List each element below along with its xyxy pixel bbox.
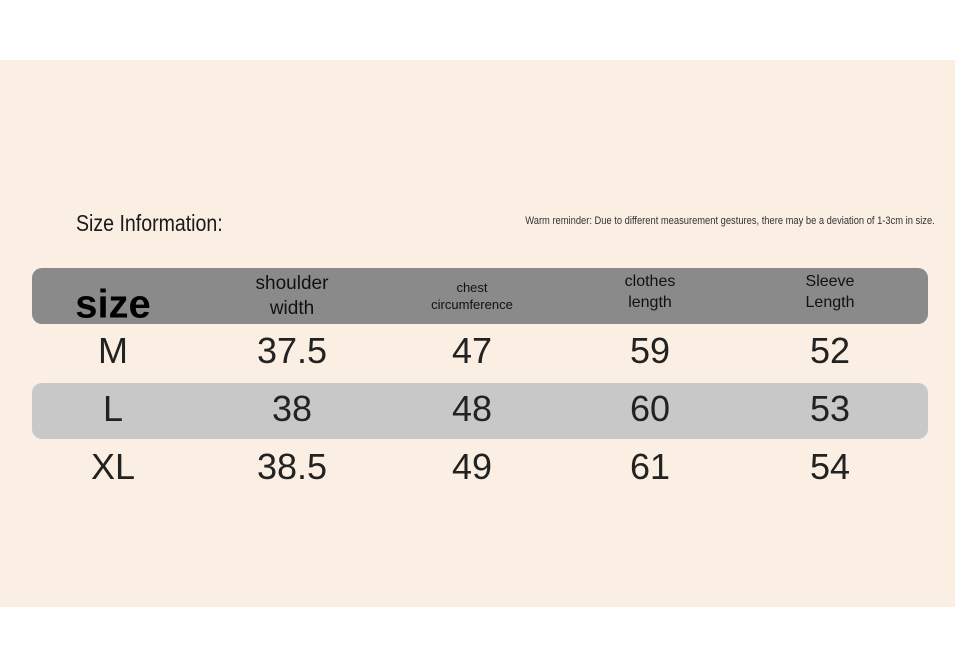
table-cell: 37.5 [256, 330, 328, 371]
table-cell: 49 [451, 446, 493, 487]
table-cell: 52 [809, 330, 851, 371]
table-cell: L [102, 388, 124, 429]
title: Size Information: [76, 210, 223, 236]
column-header: chest circumference [431, 280, 513, 312]
table-cell: 38.5 [256, 446, 328, 487]
table-cell: 48 [451, 388, 493, 429]
background [0, 60, 955, 607]
table-cell: 54 [809, 446, 851, 487]
table-cell: 53 [809, 388, 851, 429]
table-cell: M [98, 330, 128, 371]
row-band [32, 383, 928, 439]
table-cell: 59 [629, 330, 671, 371]
table-cell: XL [90, 446, 136, 487]
table-cell: 38 [271, 388, 313, 429]
reminder: Warm reminder: Due to different measurem… [525, 215, 935, 227]
column-header: Sleeve Length [805, 273, 855, 311]
column-header: clothes length [624, 273, 676, 311]
table-cell: 61 [629, 446, 671, 487]
table-cell: 47 [451, 330, 493, 371]
column-header: shoulder width [255, 273, 329, 319]
header-band [32, 268, 928, 324]
column-header: size [75, 282, 151, 327]
table-cell: 60 [629, 388, 671, 429]
